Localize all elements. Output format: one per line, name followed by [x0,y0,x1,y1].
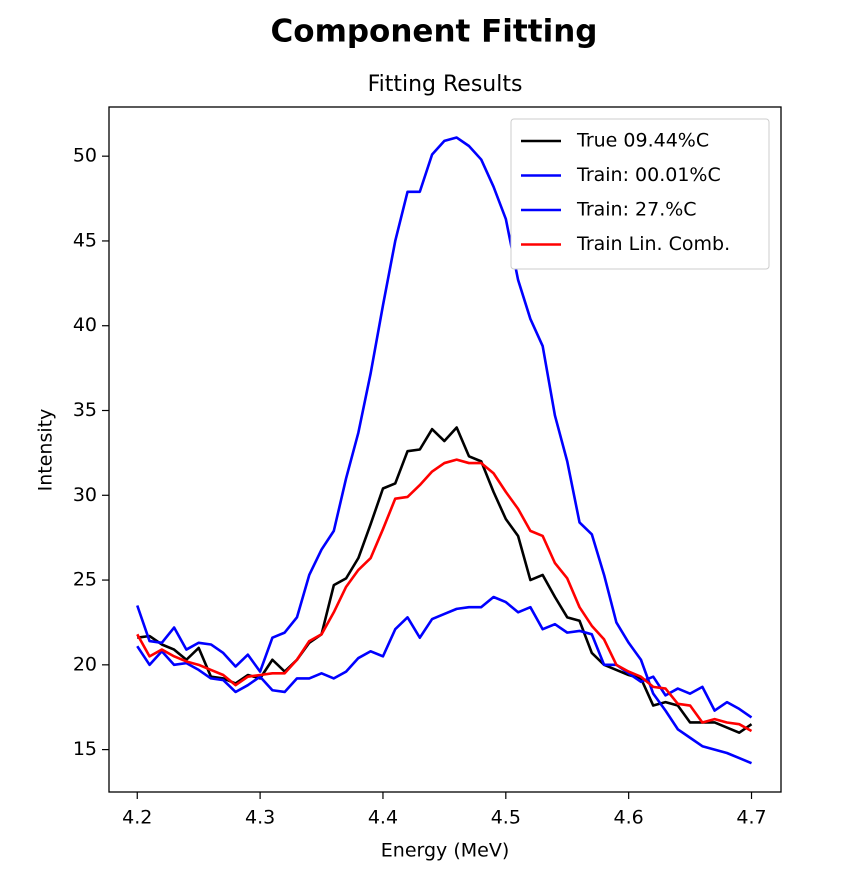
legend-label: Train: 00.01%C [576,164,721,186]
y-tick-label: 25 [73,569,97,591]
y-tick-label: 30 [73,484,97,506]
series-line [136,595,753,719]
series-line [136,458,753,733]
x-tick-label: 4.2 [122,807,152,829]
legend-box [510,118,770,270]
y-tick-label: 50 [73,145,97,167]
y-tick-label: 40 [73,314,97,336]
legend-label: Train: 27.%C [576,199,697,221]
y-tick-label: 35 [73,399,97,421]
x-tick-label: 4.5 [491,807,521,829]
chart-subtitle: Fitting Results [368,72,523,97]
y-tick-label: 20 [73,653,97,675]
y-tick-label: 15 [73,738,97,760]
x-tick-label: 4.7 [736,807,766,829]
plot-frame [108,106,782,793]
legend-label: True 09.44%C [576,130,709,152]
x-tick-label: 4.4 [368,807,398,829]
y-tick-label: 45 [73,229,97,251]
chart-title: Component Fitting [271,14,598,50]
series-line [137,426,753,734]
x-tick-label: 4.6 [614,807,644,829]
x-tick-label: 4.3 [245,807,275,829]
legend-label: Train Lin. Comb. [576,233,730,255]
x-axis-label: Energy (MeV) [381,840,509,862]
y-axis-label: Intensity [35,409,57,492]
